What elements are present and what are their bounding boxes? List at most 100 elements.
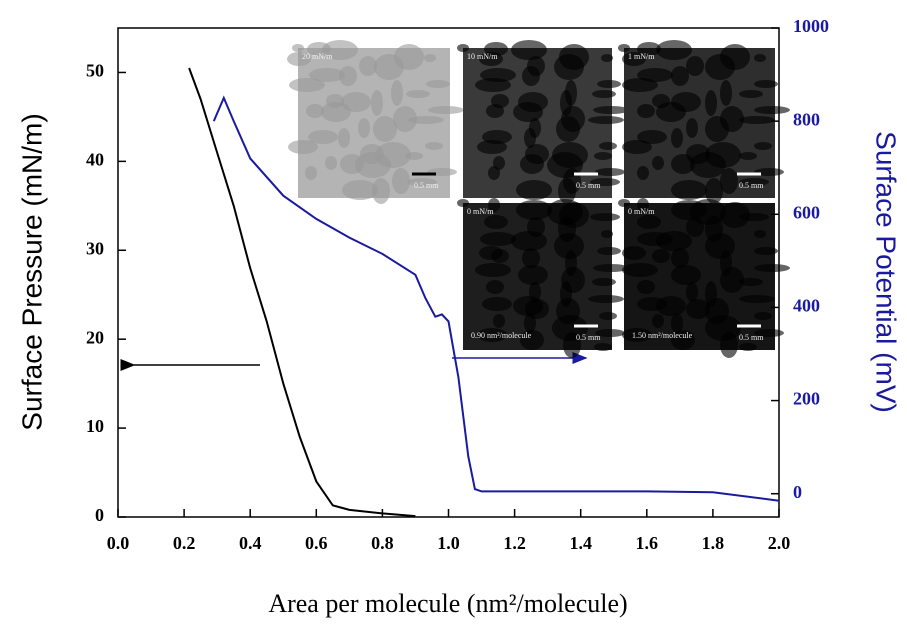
inset-texture bbox=[372, 178, 390, 204]
inset-texture bbox=[511, 40, 547, 60]
inset-texture bbox=[547, 152, 583, 178]
y-axis-title: Surface Pressure (mN/m) bbox=[16, 113, 47, 430]
inset-texture bbox=[720, 168, 738, 194]
inset-scale: 0.5 mm bbox=[739, 333, 764, 342]
inset-texture bbox=[739, 152, 757, 160]
inset-texture bbox=[406, 90, 430, 98]
inset-texture bbox=[590, 213, 620, 221]
inset-texture bbox=[457, 44, 469, 52]
x-axis-title: Area per molecule (nm²/molecule) bbox=[268, 589, 627, 618]
inset-texture bbox=[479, 52, 503, 66]
inset-texture bbox=[739, 278, 763, 286]
y-tick-label: 50 bbox=[86, 61, 104, 81]
inset-texture bbox=[705, 116, 729, 142]
inset-pressure: 1 mN/m bbox=[628, 52, 655, 61]
inset-texture bbox=[322, 40, 358, 60]
y-tick-label: 20 bbox=[86, 327, 104, 347]
x-tick-label: 1.8 bbox=[702, 533, 725, 553]
inset-image: 0 mN/m 0.90 nm²/molecule 0.5 mm bbox=[457, 198, 629, 358]
inset-texture bbox=[477, 140, 507, 154]
x-tick-label: 0.8 bbox=[371, 533, 394, 553]
inset-texture bbox=[593, 264, 629, 272]
inset-texture bbox=[601, 230, 613, 238]
inset-texture bbox=[486, 104, 504, 118]
inset-image: 1 mN/m 0.5 mm bbox=[618, 40, 790, 204]
inset-texture bbox=[475, 263, 511, 277]
inset-texture bbox=[325, 156, 337, 170]
inset-texture bbox=[524, 313, 536, 333]
inset-texture bbox=[342, 180, 378, 200]
inset-texture bbox=[671, 66, 689, 86]
inset-texture bbox=[305, 166, 317, 180]
inset-texture bbox=[516, 180, 552, 200]
inset-texture bbox=[592, 278, 616, 286]
data-line bbox=[188, 67, 416, 518]
x-tick-label: 1.6 bbox=[636, 533, 659, 553]
y-tick-label: 0 bbox=[95, 505, 104, 525]
inset-texture bbox=[671, 265, 701, 285]
x-tick-label: 0.2 bbox=[173, 533, 196, 553]
inset-texture bbox=[479, 246, 503, 260]
inset-texture bbox=[671, 313, 683, 333]
inset-texture bbox=[754, 264, 790, 272]
inset-texture bbox=[558, 178, 576, 204]
inset-texture bbox=[488, 166, 500, 180]
x-tick-label: 1.0 bbox=[437, 533, 460, 553]
x-tick-label: 0.0 bbox=[107, 533, 130, 553]
inset-texture bbox=[522, 248, 540, 268]
inset-texture bbox=[493, 314, 505, 328]
inset-texture bbox=[392, 168, 410, 194]
inset-texture bbox=[486, 280, 504, 294]
inset-texture bbox=[720, 202, 750, 228]
y-tick-label: 10 bbox=[86, 416, 104, 436]
inset-texture bbox=[720, 80, 732, 106]
inset-texture bbox=[424, 54, 436, 62]
inset-texture bbox=[637, 104, 655, 118]
inset-texture bbox=[686, 118, 698, 138]
inset-texture bbox=[656, 102, 686, 122]
inset-texture bbox=[754, 230, 766, 238]
inset-texture bbox=[339, 66, 357, 86]
x-tick-label: 0.4 bbox=[239, 533, 262, 553]
y2-tick-label: 800 bbox=[793, 109, 820, 129]
inset-texture bbox=[705, 178, 723, 204]
y2-tick-label: 1000 bbox=[793, 16, 829, 36]
inset-texture bbox=[475, 78, 511, 92]
inset-texture bbox=[488, 198, 500, 212]
inset-texture bbox=[391, 80, 403, 106]
inset-texture bbox=[373, 116, 397, 142]
inset-texture bbox=[637, 280, 655, 294]
inset-texture bbox=[590, 178, 620, 186]
inset-texture bbox=[739, 295, 775, 303]
inset-texture bbox=[622, 140, 652, 154]
inset-texture bbox=[355, 152, 391, 178]
data-line bbox=[212, 95, 780, 502]
x-tick-label: 2.0 bbox=[768, 533, 791, 553]
inset-texture bbox=[595, 329, 625, 337]
inset-texture bbox=[592, 90, 616, 98]
inset-texture bbox=[622, 78, 658, 92]
inset-texture bbox=[518, 265, 548, 285]
y2-tick-label: 400 bbox=[793, 296, 820, 316]
y-tick-label: 30 bbox=[86, 238, 104, 258]
inset-texture bbox=[554, 54, 584, 80]
inset-texture bbox=[686, 56, 704, 76]
inset-texture bbox=[705, 90, 717, 116]
inset-texture bbox=[637, 42, 661, 56]
inset-texture bbox=[426, 80, 450, 88]
inset-texture bbox=[306, 104, 324, 118]
inset-texture bbox=[513, 296, 543, 316]
inset-texture bbox=[428, 106, 464, 114]
inset-texture bbox=[754, 80, 778, 88]
inset-scale: 0.5 mm bbox=[576, 181, 601, 190]
y2-tick-label: 0 bbox=[793, 482, 802, 502]
inset-texture bbox=[754, 142, 772, 150]
inset-texture bbox=[480, 232, 516, 246]
inset-texture bbox=[754, 106, 790, 114]
inset-texture bbox=[513, 102, 543, 122]
x-tick-label: 1.2 bbox=[503, 533, 526, 553]
inset-texture bbox=[690, 152, 726, 178]
inset-texture bbox=[588, 295, 624, 303]
inset-texture bbox=[686, 299, 710, 319]
inset-texture bbox=[671, 180, 707, 200]
